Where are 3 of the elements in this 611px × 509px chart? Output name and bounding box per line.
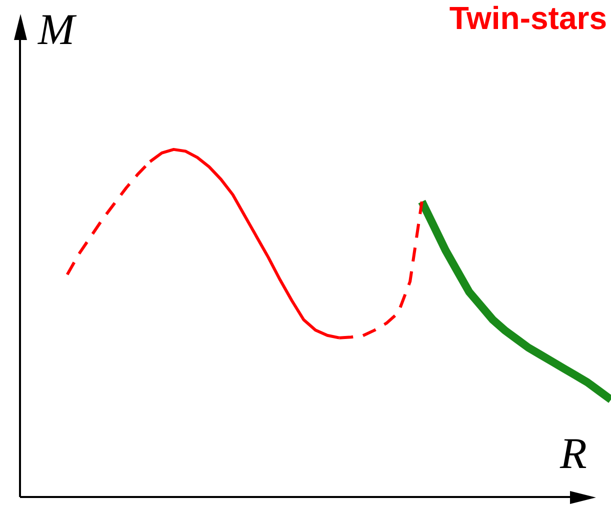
x-axis-title: R xyxy=(560,428,587,479)
y-axis-title: M xyxy=(38,4,75,55)
chart-title: Twin-stars xyxy=(449,0,607,37)
